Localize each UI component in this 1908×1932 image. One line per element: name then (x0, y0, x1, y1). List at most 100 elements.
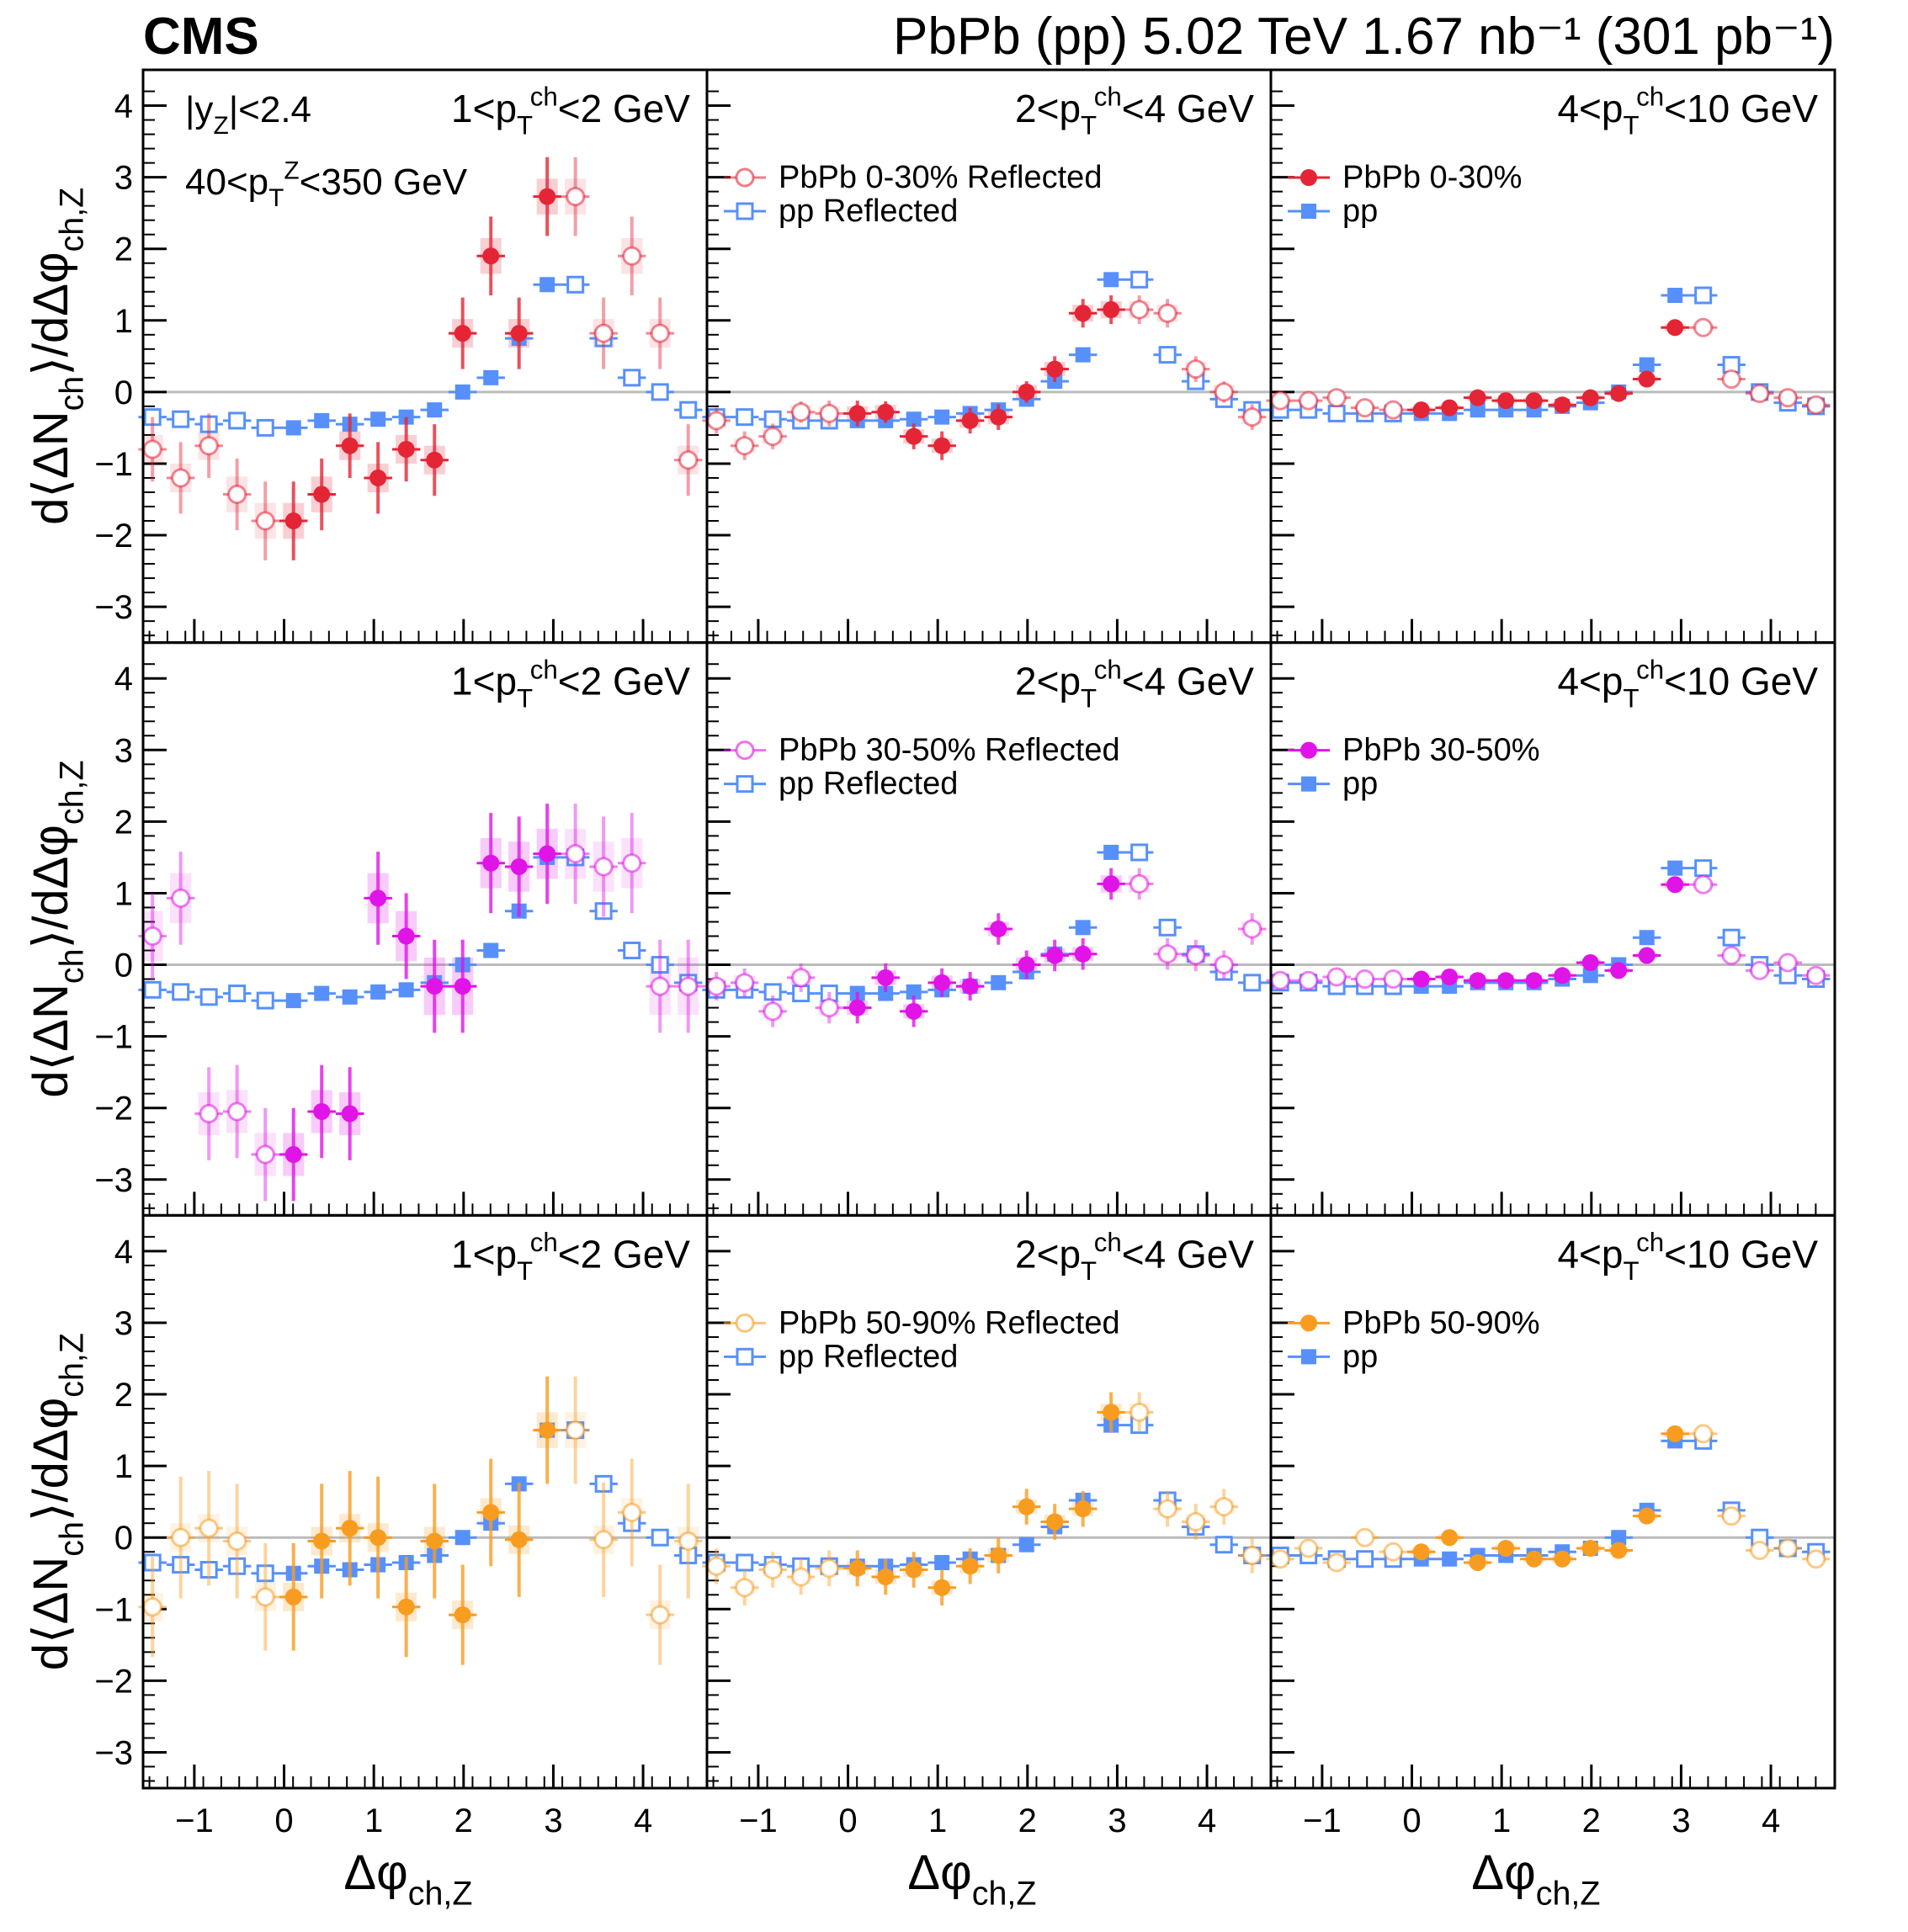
pbpb-point (933, 437, 951, 454)
pbpb-point (1074, 305, 1092, 322)
x-tick-label: 0 (274, 1802, 293, 1839)
pp-reflected-point (566, 275, 585, 294)
pbpb-reflected-point (1806, 395, 1826, 415)
y-tick-label: 1 (114, 875, 133, 912)
pbpb-point (1103, 301, 1120, 319)
pp-point (285, 993, 301, 1009)
pp-reflected-point (1214, 1536, 1233, 1554)
legend-pp-marker (1301, 1349, 1316, 1365)
pp-point (285, 420, 301, 436)
panel-row0-col2: 4<pTch<10 GeV PbPb 0-30%pp (1266, 68, 1836, 645)
panel-frame (1269, 641, 1836, 1217)
pp-reflected-point (199, 988, 218, 1006)
pbpb-point (1638, 370, 1656, 388)
pbpb-reflected-point (1778, 953, 1798, 973)
legend-pbpb-marker (1300, 1314, 1317, 1332)
pbpb-reflected-point (199, 1104, 219, 1124)
y-tick-label: 3 (114, 732, 133, 769)
pbpb-reflected-point (227, 1531, 247, 1551)
pp-reflected-point (1130, 843, 1149, 862)
pp-reflected-point (256, 418, 274, 437)
x-tick-label: 2 (1582, 1802, 1601, 1839)
pbpb-reflected-point (171, 888, 191, 908)
x-tick-label: −1 (1303, 1802, 1342, 1839)
x-tick-label: 2 (1018, 1802, 1037, 1839)
pbpb-reflected-point (1750, 960, 1770, 980)
pp-reflected-point (1694, 859, 1713, 878)
pbpb-point (1525, 392, 1543, 410)
y-tick-label: −2 (94, 1663, 133, 1700)
pbpb-reflected-point (255, 511, 275, 531)
pbpb-reflected-point (1299, 390, 1319, 411)
pbpb-reflected-point (1721, 1506, 1741, 1526)
pp-point (454, 384, 470, 400)
pbpb-reflected-point (593, 1530, 614, 1550)
pp-point (1075, 347, 1091, 363)
panel-row1-col2: 4<pTch<10 GeV PbPb 30-50%pp (1266, 641, 1836, 1217)
pbpb-point (313, 1102, 331, 1120)
pbpb-point (1441, 1529, 1459, 1547)
pbpb-point (1046, 947, 1064, 964)
legend-pp-marker (736, 1347, 754, 1366)
pbpb-reflected-point (1750, 1541, 1770, 1561)
pbpb-reflected-point (763, 427, 783, 447)
y-tick-label: −3 (94, 589, 133, 626)
pp-point (1103, 844, 1119, 860)
legend-pp-marker (1301, 776, 1316, 792)
pbpb-point (1610, 385, 1628, 402)
pp-point (314, 412, 330, 428)
pp-reflected-point (1243, 974, 1262, 992)
x-tick-label: 3 (1108, 1802, 1126, 1839)
pp-reflected-point (736, 408, 754, 427)
y-tick-label: 0 (114, 374, 133, 411)
y-tick-label: −2 (94, 518, 133, 555)
pp-reflected-point (1327, 404, 1346, 422)
pp-point (342, 989, 358, 1005)
pp-point (1639, 930, 1655, 946)
pp-point (1611, 1530, 1627, 1546)
pbpb-reflected-point (1750, 384, 1770, 404)
legend-pp-label: pp Reflected (779, 767, 958, 802)
column-title: 4<pTch<10 GeV (1557, 1228, 1818, 1286)
pbpb-reflected-point (593, 323, 614, 343)
pbpb-reflected-point (1129, 1402, 1150, 1422)
pbpb-point (397, 1598, 415, 1616)
pp-point (483, 942, 499, 958)
pbpb-point (1638, 1507, 1656, 1525)
pp-point (906, 984, 922, 1000)
pp-point (906, 411, 922, 427)
pp-reflected-point (143, 980, 162, 999)
pbpb-point (482, 854, 500, 872)
pp-point (370, 984, 386, 1000)
pbpb-point (1554, 967, 1571, 985)
pp-reflected-point (1130, 270, 1149, 289)
pp-point (1470, 402, 1485, 418)
pbpb-point (454, 1606, 471, 1624)
pp-reflected-point (172, 1556, 190, 1574)
pbpb-point (1666, 1425, 1684, 1442)
pp-reflected-point (228, 985, 247, 1003)
x-tick-label: 3 (544, 1802, 562, 1839)
pbpb-reflected-point (142, 1597, 162, 1617)
pbpb-reflected-point (1778, 1538, 1798, 1558)
pbpb-reflected-point (1129, 873, 1150, 894)
pbpb-reflected-point (1326, 967, 1347, 987)
pbpb-point (1581, 953, 1599, 971)
y-tick-label: 3 (114, 1305, 133, 1342)
pp-point (991, 974, 1007, 990)
x-tick-label: 1 (928, 1802, 947, 1839)
pbpb-point (539, 188, 556, 205)
pbpb-point (1497, 392, 1515, 410)
pbpb-reflected-point (1186, 359, 1206, 380)
pbpb-point (933, 1579, 951, 1596)
pp-point (1582, 968, 1598, 984)
pbpb-point (369, 1529, 387, 1547)
pbpb-reflected-point (1186, 1511, 1206, 1531)
pp-point (1018, 1537, 1034, 1552)
rapidity-cut-label: |yZ|<2.4 (185, 89, 311, 140)
pbpb-point (961, 411, 979, 429)
pbpb-point (1074, 1500, 1092, 1518)
pbpb-point (848, 1559, 866, 1577)
pbpb-reflected-point (1806, 1549, 1826, 1569)
pbpb-reflected-point (1242, 919, 1262, 939)
